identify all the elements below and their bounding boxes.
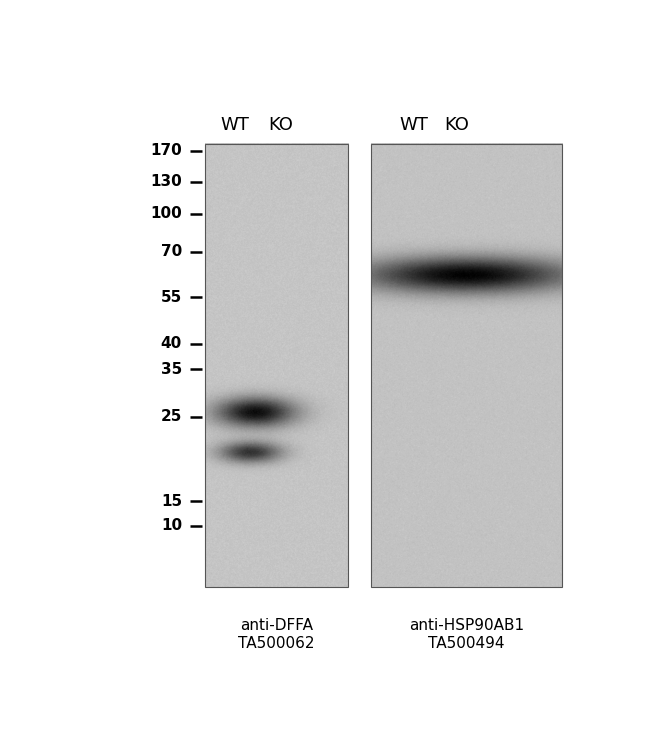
Text: 70: 70 — [161, 244, 182, 259]
Text: anti-HSP90AB1
TA500494: anti-HSP90AB1 TA500494 — [409, 618, 524, 651]
Text: anti-DFFA
TA500062: anti-DFFA TA500062 — [238, 618, 315, 651]
Text: 25: 25 — [161, 409, 182, 424]
Text: 130: 130 — [150, 175, 182, 189]
Text: 55: 55 — [161, 290, 182, 305]
Text: WT: WT — [220, 116, 250, 134]
Text: 35: 35 — [161, 362, 182, 377]
Text: 10: 10 — [161, 518, 182, 533]
Text: 40: 40 — [161, 337, 182, 351]
Text: KO: KO — [444, 116, 469, 134]
Text: KO: KO — [268, 116, 293, 134]
Text: 170: 170 — [150, 143, 182, 158]
Text: 100: 100 — [150, 207, 182, 221]
Text: WT: WT — [399, 116, 428, 134]
Text: 15: 15 — [161, 493, 182, 508]
Bar — [371, 143, 562, 587]
Bar — [205, 143, 348, 587]
